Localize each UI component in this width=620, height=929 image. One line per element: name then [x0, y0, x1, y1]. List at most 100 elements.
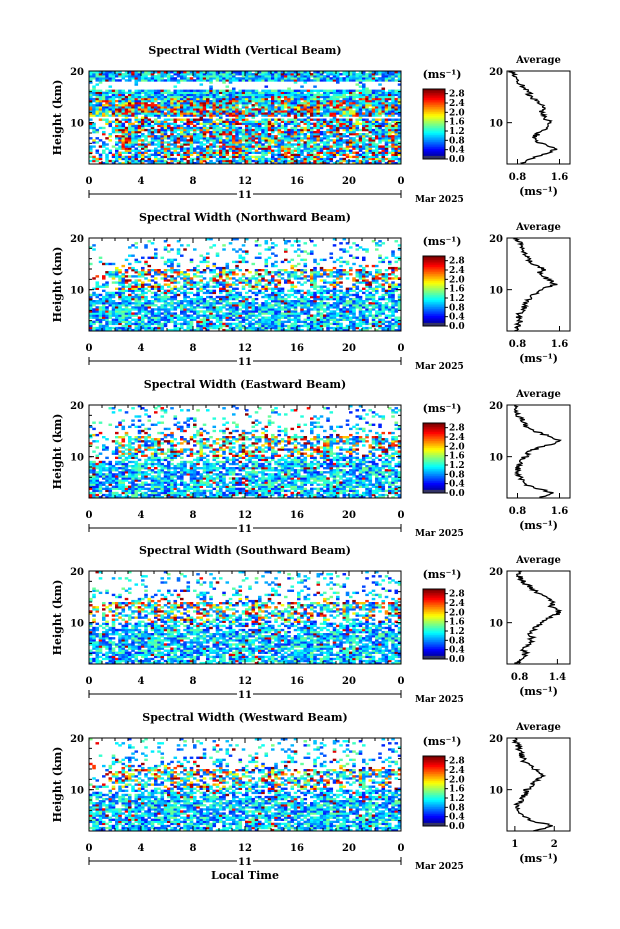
heatmap-cell — [303, 133, 308, 136]
heatmap-cell — [280, 308, 285, 311]
heatmap-cell — [267, 128, 272, 132]
heatmap-cell — [394, 89, 399, 92]
heatmap-cell — [225, 120, 230, 123]
heatmap-cell — [306, 135, 311, 138]
heatmap-cell — [147, 118, 152, 121]
heatmap-cell — [245, 139, 249, 142]
heatmap-cell — [284, 312, 288, 315]
heatmap-cell — [284, 89, 288, 92]
heatmap-cell — [371, 157, 376, 161]
heatmap-cell — [358, 155, 363, 159]
heatmap-cell — [232, 161, 236, 165]
heatmap-cell — [202, 139, 207, 142]
heatmap-cell — [293, 116, 298, 119]
heatmap-cell — [228, 126, 233, 130]
heatmap-cell — [277, 143, 282, 146]
heatmap-cell — [89, 137, 93, 140]
heatmap-cell — [154, 118, 158, 121]
heatmap-cell — [232, 91, 236, 95]
heatmap-cell — [264, 104, 269, 107]
heatmap-cell — [118, 320, 122, 324]
heatmap-cell — [241, 106, 246, 109]
heatmap-cell — [115, 128, 119, 132]
heatmap-cell — [212, 269, 217, 272]
heatmap-cell — [277, 139, 282, 142]
heatmap-cell — [238, 93, 243, 97]
heatmap-cell — [267, 312, 272, 315]
heatmap-cell — [160, 106, 165, 109]
heatmap-cell — [193, 97, 197, 101]
heatmap-cell — [397, 95, 402, 99]
heatmap-cell — [141, 326, 145, 330]
heatmap-cell — [160, 285, 165, 288]
heatmap-cell — [225, 291, 230, 295]
heatmap-cell — [290, 151, 295, 154]
heatmap-cell — [193, 312, 197, 315]
heatmap-cell — [118, 153, 122, 157]
heatmap-cell — [134, 271, 139, 274]
heatmap-cell — [362, 114, 366, 117]
heatmap-cell — [199, 326, 204, 330]
heatmap-cell — [323, 124, 327, 128]
heatmap-cell — [378, 157, 382, 161]
heatmap-cell — [352, 124, 356, 128]
heatmap-cell — [108, 102, 113, 105]
heatmap-cell — [108, 122, 113, 126]
heatmap-cell — [160, 300, 165, 303]
heatmap-cell — [271, 316, 275, 319]
heatmap-cell — [180, 159, 184, 163]
heatmap-cell — [362, 159, 366, 163]
heatmap-cell — [150, 135, 155, 138]
heatmap-cell — [293, 157, 298, 161]
x-tick-label: 0 — [86, 176, 93, 187]
heatmap-cell — [98, 95, 103, 99]
heatmap-cell — [92, 277, 96, 280]
heatmap-cell — [137, 295, 142, 299]
heatmap-cell — [128, 97, 132, 101]
heatmap-cell — [378, 71, 382, 74]
heatmap-cell — [105, 89, 109, 92]
heatmap-cell — [271, 79, 275, 82]
heatmap-cell — [388, 91, 392, 95]
heatmap-cell — [105, 93, 109, 97]
heatmap-cell — [306, 112, 311, 115]
heatmap-cell — [326, 89, 330, 92]
heatmap-cell — [391, 141, 395, 144]
heatmap-cell — [267, 108, 272, 111]
heatmap-cell — [131, 297, 135, 301]
heatmap-cell — [365, 114, 369, 117]
heatmap-cell — [180, 155, 184, 159]
heatmap-cell — [336, 122, 340, 126]
heatmap-cell — [131, 269, 135, 272]
heatmap-cell — [196, 316, 200, 319]
heatmap-cell — [173, 93, 178, 97]
heatmap-cell — [284, 124, 288, 128]
heatmap-cell — [254, 293, 259, 297]
heatmap-cell — [186, 275, 191, 278]
heatmap-cell — [238, 91, 243, 95]
heatmap-cell — [375, 137, 379, 140]
heatmap-cell — [258, 151, 262, 154]
heatmap-cell — [287, 75, 291, 78]
heatmap-cell — [254, 314, 259, 317]
heatmap-cell — [111, 71, 116, 74]
heatmap-cell — [180, 89, 184, 92]
heatmap-cell — [365, 91, 369, 95]
heatmap-cell — [219, 151, 223, 154]
heatmap-cell — [323, 120, 327, 123]
heatmap-cell — [222, 120, 226, 123]
heatmap-cell — [202, 153, 207, 157]
heatmap-cell — [248, 110, 252, 113]
heatmap-cell — [199, 157, 204, 161]
heatmap-cell — [241, 145, 246, 148]
heatmap-cell — [258, 110, 262, 113]
heatmap-cell — [254, 130, 259, 134]
heatmap-cell — [375, 79, 379, 82]
heatmap-cell — [128, 91, 132, 95]
heatmap-cell — [222, 159, 226, 163]
heatmap-cell — [186, 308, 191, 311]
heatmap-cell — [215, 104, 220, 107]
heatmap-cell — [176, 161, 181, 165]
heatmap-cell — [108, 262, 113, 266]
heatmap-cell — [196, 295, 200, 299]
